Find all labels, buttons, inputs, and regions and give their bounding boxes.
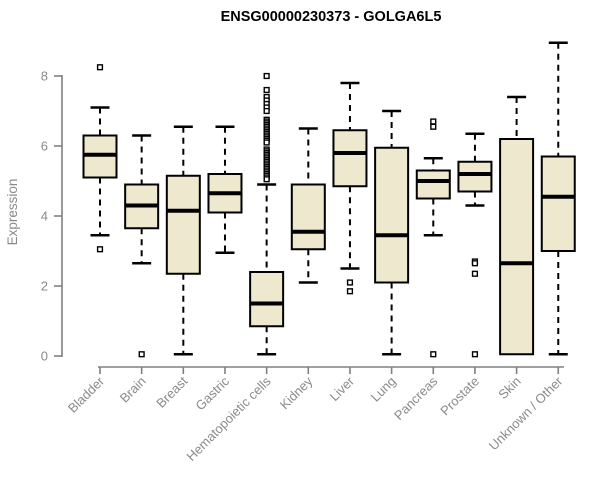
x-category-label: Gastric [192,373,232,413]
boxplot-hematopoietic-cells [249,72,285,356]
x-category-label: Liver [327,373,358,404]
iqr-box [290,183,326,251]
x-category-label: Kidney [277,373,316,412]
outlier-point [346,279,354,286]
boxplot-pancreas [415,118,451,358]
outlier-point [263,86,270,94]
boxplot-prostate [457,132,493,358]
x-category-label: Pancreas [391,373,441,423]
boxplot-brain [124,134,160,358]
x-category-label: Brain [117,374,149,406]
iqr-box [165,174,201,275]
iqr-box [249,271,285,328]
x-category-label: Breast [153,373,190,410]
outlier-point [430,123,437,130]
iqr-box [415,169,451,200]
outlier-point [263,139,270,146]
x-category-label: Skin [495,374,523,402]
boxplot-gastric [207,125,243,254]
boxplot-breast [165,125,201,356]
outlier-point [263,176,270,183]
outlier-point [96,64,104,71]
x-category-label: Unknown / Other [486,373,566,453]
iqr-box [457,160,493,193]
boxplot-bladder [82,64,118,253]
y-tick-label: 4 [41,209,48,224]
outlier-point [430,351,437,358]
outlier-point [430,118,437,125]
outlier-point [471,351,479,358]
chart-title: ENSG00000230373 - GOLGA6L5 [221,9,442,25]
boxplot-lung [374,109,410,356]
boxplot-unknown-other [540,41,576,356]
outlier-point [471,260,479,267]
iqr-box [540,155,576,252]
y-tick-label: 2 [41,279,48,294]
boxplot-skin [499,95,535,356]
outlier-point [471,270,479,277]
outlier-point [263,107,270,115]
x-category-label: Bladder [65,373,108,416]
outlier-point [346,288,354,295]
boxplot-liver [332,81,368,295]
x-category-label: Lung [368,374,399,405]
iqr-box [374,146,410,284]
box-series [82,41,576,358]
outlier-point [263,72,270,80]
y-tick-label: 8 [41,69,48,84]
outlier-point [138,351,145,358]
y-tick-label: 6 [41,139,48,154]
y-axis-label: Expression [5,179,20,246]
x-category-label: Prostate [437,374,482,419]
y-tick-label: 0 [41,349,48,364]
boxplot-kidney [290,127,326,284]
iqr-box [499,138,535,356]
iqr-box [332,129,368,188]
outlier-point [96,246,104,253]
